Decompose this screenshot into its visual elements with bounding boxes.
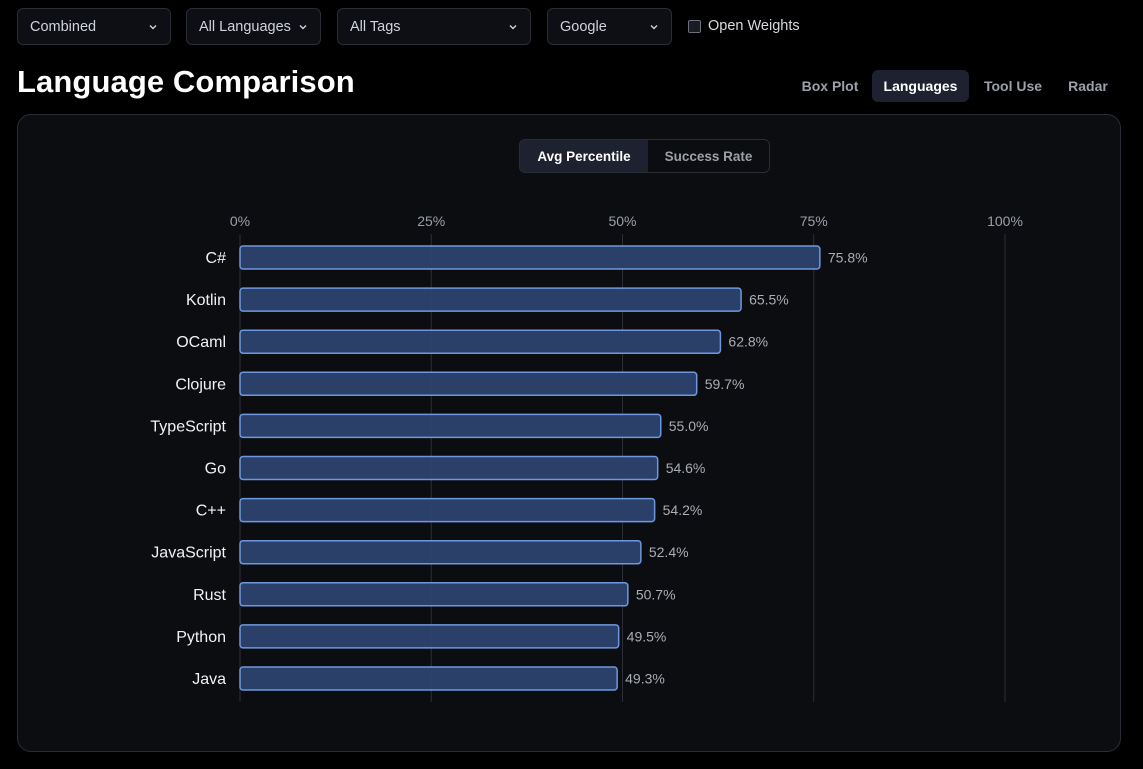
- bar: [239, 582, 629, 607]
- category-label: Java: [192, 671, 226, 688]
- bar: [239, 329, 722, 354]
- category-label: Kotlin: [186, 292, 226, 309]
- bar: [239, 624, 620, 649]
- bar: [239, 245, 821, 270]
- category-label: Go: [205, 461, 226, 478]
- tags-select-value: All Tags: [350, 18, 401, 35]
- page-title: Language Comparison: [17, 64, 355, 99]
- provider-select-value: Google: [560, 18, 607, 35]
- language-bar-chart: 0% 25% 50% 75% 100% C# 75.8% Kotlin 65.5% OCaml 62…: [150, 213, 1023, 702]
- value-label: 59.7%: [705, 376, 745, 392]
- bar: [239, 371, 698, 397]
- category-label: TypeScript: [150, 418, 226, 435]
- provider-select[interactable]: Google: [547, 8, 672, 45]
- value-label: 52.4%: [649, 544, 689, 560]
- value-label: 62.8%: [728, 334, 768, 350]
- value-label: 49.3%: [625, 671, 665, 687]
- x-tick-label: 50%: [608, 213, 636, 229]
- x-tick-label: 75%: [800, 213, 828, 229]
- mode-select[interactable]: Combined: [17, 8, 171, 45]
- bar: [239, 497, 656, 523]
- category-label: Python: [176, 629, 226, 646]
- chevron-down-icon: [649, 22, 659, 32]
- language-select-value: All Languages: [199, 18, 291, 35]
- x-tick-label: 100%: [987, 213, 1023, 229]
- tab-box-plot[interactable]: Box Plot: [801, 78, 859, 94]
- value-label: 54.6%: [666, 460, 706, 476]
- tags-select[interactable]: All Tags: [337, 8, 531, 45]
- x-tick-label: 25%: [417, 213, 445, 229]
- category-label: C#: [206, 250, 227, 267]
- category-label: OCaml: [176, 334, 226, 351]
- tab-tool-use[interactable]: Tool Use: [983, 78, 1043, 94]
- metric-toggle: Avg Percentile Success Rate: [519, 139, 770, 173]
- category-label: C++: [196, 503, 226, 520]
- tab-languages[interactable]: Languages: [872, 70, 969, 102]
- value-label: 55.0%: [669, 418, 709, 434]
- value-label: 50.7%: [636, 586, 676, 602]
- value-label: 75.8%: [828, 250, 868, 266]
- bar: [239, 539, 642, 565]
- x-tick-label: 0%: [230, 213, 250, 229]
- mode-select-value: Combined: [30, 18, 97, 35]
- category-label: Clojure: [175, 376, 226, 393]
- language-select[interactable]: All Languages: [186, 8, 321, 45]
- chart-panel: Avg Percentile Success Rate 0% 25% 50% 75% 1…: [17, 114, 1121, 752]
- bar: [239, 455, 659, 481]
- chevron-down-icon: [148, 22, 158, 32]
- bar: [239, 287, 742, 312]
- chevron-down-icon: [508, 22, 518, 32]
- metric-success-rate[interactable]: Success Rate: [664, 148, 753, 164]
- value-label: 49.5%: [627, 628, 667, 644]
- bar: [239, 666, 618, 691]
- value-label: 54.2%: [663, 502, 703, 518]
- open-weights-label: Open Weights: [708, 18, 800, 34]
- open-weights-toggle[interactable]: Open Weights: [688, 18, 800, 34]
- category-label: Rust: [193, 587, 226, 604]
- value-label: 65.5%: [749, 292, 789, 308]
- chevron-down-icon: [298, 22, 308, 32]
- metric-avg-percentile[interactable]: Avg Percentile: [520, 140, 648, 172]
- tab-radar[interactable]: Radar: [1068, 78, 1108, 94]
- category-label: JavaScript: [151, 545, 226, 562]
- open-weights-checkbox[interactable]: [688, 19, 701, 33]
- bar: [239, 413, 662, 439]
